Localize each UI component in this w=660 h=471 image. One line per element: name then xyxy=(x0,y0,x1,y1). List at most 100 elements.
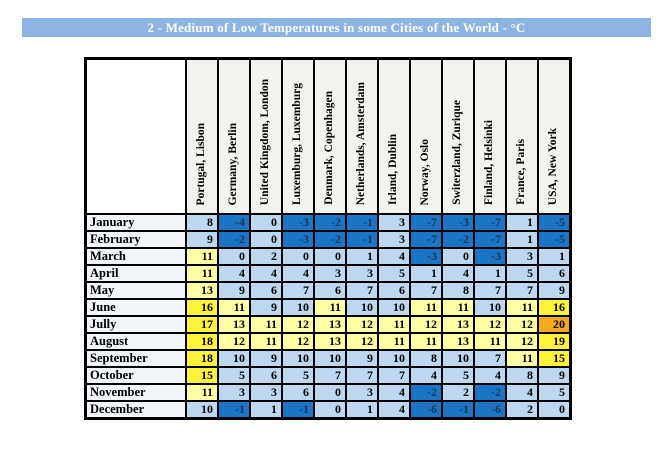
value-cell[interactable]: 11 xyxy=(185,247,219,266)
value-cell[interactable]: -3 xyxy=(441,213,475,232)
value-cell[interactable]: 1 xyxy=(249,400,283,420)
value-cell[interactable]: 6 xyxy=(281,383,315,402)
month-label-cell[interactable]: August xyxy=(84,332,187,351)
value-cell[interactable]: 0 xyxy=(249,230,283,249)
month-label-cell[interactable]: September xyxy=(84,349,187,368)
value-cell[interactable]: 4 xyxy=(377,383,411,402)
value-cell[interactable]: 4 xyxy=(441,264,475,283)
value-cell[interactable]: 3 xyxy=(345,383,379,402)
value-cell[interactable]: 4 xyxy=(473,366,507,385)
value-cell[interactable]: 5 xyxy=(537,383,572,402)
value-cell[interactable]: 13 xyxy=(313,315,347,334)
value-cell[interactable]: 4 xyxy=(377,247,411,266)
value-cell[interactable]: 10 xyxy=(377,298,411,317)
value-cell[interactable]: 11 xyxy=(409,332,443,351)
value-cell[interactable]: 8 xyxy=(409,349,443,368)
value-cell[interactable]: -5 xyxy=(537,230,572,249)
value-cell[interactable]: 13 xyxy=(185,281,219,300)
value-cell[interactable]: 11 xyxy=(441,298,475,317)
value-cell[interactable]: 6 xyxy=(377,281,411,300)
value-cell[interactable]: -1 xyxy=(345,230,379,249)
value-cell[interactable]: -1 xyxy=(217,400,251,420)
value-cell[interactable]: 4 xyxy=(249,264,283,283)
value-cell[interactable]: 10 xyxy=(473,298,507,317)
value-cell[interactable]: 11 xyxy=(249,332,283,351)
value-cell[interactable]: 0 xyxy=(281,247,315,266)
value-cell[interactable]: -7 xyxy=(409,230,443,249)
value-cell[interactable]: 6 xyxy=(313,281,347,300)
value-cell[interactable]: 2 xyxy=(441,383,475,402)
value-cell[interactable]: 11 xyxy=(505,298,539,317)
value-cell[interactable]: 11 xyxy=(313,298,347,317)
value-cell[interactable]: 15 xyxy=(185,366,219,385)
month-label-cell[interactable]: June xyxy=(84,298,187,317)
value-cell[interactable]: 2 xyxy=(505,400,539,420)
value-cell[interactable]: -3 xyxy=(473,247,507,266)
value-cell[interactable]: -2 xyxy=(313,213,347,232)
value-cell[interactable]: 9 xyxy=(249,298,283,317)
value-cell[interactable]: 1 xyxy=(537,247,572,266)
value-cell[interactable]: 12 xyxy=(505,332,539,351)
value-cell[interactable]: 7 xyxy=(473,349,507,368)
value-cell[interactable]: 12 xyxy=(505,315,539,334)
value-cell[interactable]: -3 xyxy=(281,213,315,232)
value-cell[interactable]: 0 xyxy=(313,247,347,266)
value-cell[interactable]: 11 xyxy=(185,264,219,283)
value-cell[interactable]: 5 xyxy=(441,366,475,385)
value-cell[interactable]: 0 xyxy=(249,213,283,232)
value-cell[interactable]: -2 xyxy=(441,230,475,249)
value-cell[interactable]: 1 xyxy=(505,230,539,249)
value-cell[interactable]: 17 xyxy=(185,315,219,334)
value-cell[interactable]: 10 xyxy=(185,400,219,420)
value-cell[interactable]: 11 xyxy=(185,383,219,402)
value-cell[interactable]: -7 xyxy=(409,213,443,232)
value-cell[interactable]: 4 xyxy=(409,366,443,385)
value-cell[interactable]: 0 xyxy=(537,400,572,420)
value-cell[interactable]: 10 xyxy=(217,349,251,368)
value-cell[interactable]: 12 xyxy=(409,315,443,334)
value-cell[interactable]: 15 xyxy=(537,349,572,368)
value-cell[interactable]: 8 xyxy=(441,281,475,300)
value-cell[interactable]: -2 xyxy=(473,383,507,402)
value-cell[interactable]: 9 xyxy=(537,366,572,385)
column-header-city-4[interactable]: Denmark, Copenhagen xyxy=(313,57,347,215)
value-cell[interactable]: 3 xyxy=(345,264,379,283)
value-cell[interactable]: -7 xyxy=(473,230,507,249)
value-cell[interactable]: 1 xyxy=(345,247,379,266)
column-header-city-5[interactable]: Netherlands, Amsterdam xyxy=(345,57,379,215)
value-cell[interactable]: 18 xyxy=(185,349,219,368)
value-cell[interactable]: 4 xyxy=(505,383,539,402)
value-cell[interactable]: 3 xyxy=(249,383,283,402)
column-header-city-3[interactable]: Luxemburg, Luxemburg xyxy=(281,57,315,215)
value-cell[interactable]: 13 xyxy=(441,315,475,334)
value-cell[interactable]: 8 xyxy=(185,213,219,232)
value-cell[interactable]: -2 xyxy=(217,230,251,249)
value-cell[interactable]: -4 xyxy=(217,213,251,232)
value-cell[interactable]: 5 xyxy=(505,264,539,283)
value-cell[interactable]: 0 xyxy=(441,247,475,266)
value-cell[interactable]: 16 xyxy=(185,298,219,317)
value-cell[interactable]: -3 xyxy=(409,247,443,266)
value-cell[interactable]: 12 xyxy=(345,332,379,351)
month-label-cell[interactable]: January xyxy=(84,213,187,232)
value-cell[interactable]: 1 xyxy=(473,264,507,283)
value-cell[interactable]: 11 xyxy=(409,298,443,317)
value-cell[interactable]: 13 xyxy=(441,332,475,351)
value-cell[interactable]: 10 xyxy=(377,349,411,368)
value-cell[interactable]: 2 xyxy=(249,247,283,266)
value-cell[interactable]: 5 xyxy=(217,366,251,385)
value-cell[interactable]: 8 xyxy=(505,366,539,385)
value-cell[interactable]: 3 xyxy=(313,264,347,283)
value-cell[interactable]: 7 xyxy=(345,281,379,300)
value-cell[interactable]: 12 xyxy=(345,315,379,334)
value-cell[interactable]: -7 xyxy=(473,213,507,232)
value-cell[interactable]: 7 xyxy=(409,281,443,300)
month-label-cell[interactable]: Jully xyxy=(84,315,187,334)
value-cell[interactable]: 11 xyxy=(377,315,411,334)
value-cell[interactable]: 18 xyxy=(185,332,219,351)
month-label-cell[interactable]: March xyxy=(84,247,187,266)
value-cell[interactable]: -5 xyxy=(537,213,572,232)
value-cell[interactable]: -6 xyxy=(473,400,507,420)
value-cell[interactable]: 11 xyxy=(217,298,251,317)
value-cell[interactable]: 6 xyxy=(249,366,283,385)
